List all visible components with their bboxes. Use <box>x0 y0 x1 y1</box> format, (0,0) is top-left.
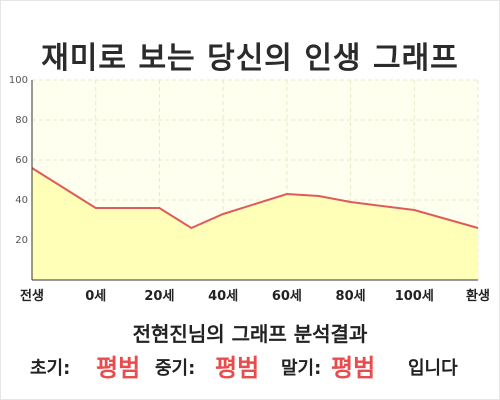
early-value: 평범 <box>96 354 141 382</box>
series-line <box>31 167 479 230</box>
x-tick-label: 전생 <box>20 288 44 304</box>
result-row: 초기: 평범 중기: 평범 말기: 평범 입니다 <box>0 346 500 382</box>
result-title: 전현진님의 그래프 분석결과 <box>132 322 368 346</box>
y-tick-label: 40 <box>15 195 28 206</box>
early-label: 초기: <box>30 358 71 379</box>
x-tick-label: 80세 <box>336 289 366 304</box>
x-tick-label: 100세 <box>395 289 434 304</box>
area-fill <box>32 168 478 280</box>
x-tick-label: 60세 <box>272 289 302 304</box>
y-tick-label: 20 <box>15 235 28 246</box>
x-tick-label: 환생 <box>466 288 490 304</box>
y-tick-label: 80 <box>15 115 28 126</box>
mid-value: 평범 <box>215 354 260 382</box>
page-title: 재미로 보는 당신의 인생 그래프 <box>41 41 459 76</box>
y-tick-label: 60 <box>15 155 28 166</box>
late-label: 말기: <box>281 358 322 379</box>
x-tick-label: 40세 <box>208 289 238 304</box>
y-tick-label: 100 <box>9 75 28 86</box>
result-suffix: 입니다 <box>408 358 458 379</box>
x-tick-label: 0세 <box>85 289 106 304</box>
mid-label: 중기: <box>155 358 196 379</box>
x-tick-label: 20세 <box>144 289 174 304</box>
late-value: 평범 <box>331 354 376 382</box>
